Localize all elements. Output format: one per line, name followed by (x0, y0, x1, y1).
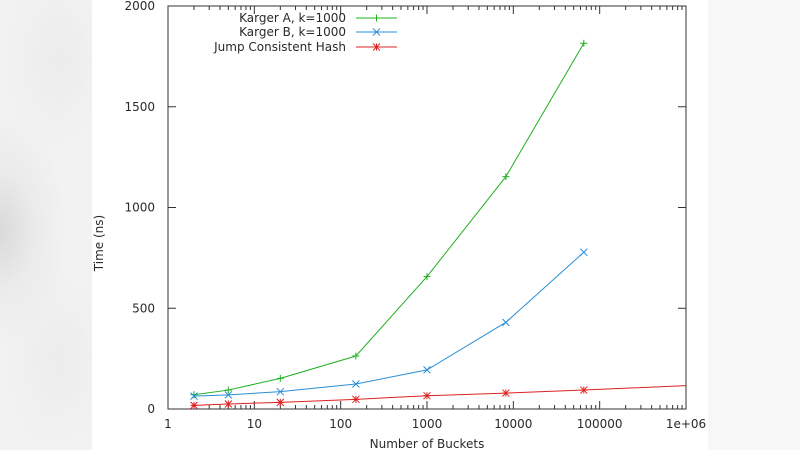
x-tick-label: 10000 (494, 417, 532, 431)
series-line (193, 43, 585, 396)
marker-stroke (352, 380, 360, 388)
x-tick-label: 1e+06 (666, 417, 706, 431)
data-point (423, 391, 431, 400)
series-line (193, 385, 687, 406)
data-point (352, 380, 360, 388)
marker-stroke (276, 398, 285, 407)
legend-marker (372, 28, 381, 36)
plot-frame (167, 5, 687, 410)
x-tick-label: 100000 (577, 417, 623, 431)
x-tick-label: 100 (329, 417, 352, 431)
legend-label: Karger A, k=1000 (239, 11, 346, 25)
data-point (580, 39, 588, 47)
y-axis-title: Time (ns) (92, 215, 106, 272)
series-layer (190, 39, 687, 410)
data-point (579, 386, 588, 394)
data-point (502, 389, 510, 397)
legend-item: Jump Consistent Hash (213, 40, 397, 54)
data-point (352, 352, 360, 360)
marker-stroke (276, 387, 285, 396)
data-point (423, 366, 431, 374)
legend-label: Karger B, k=1000 (239, 25, 346, 39)
data-point (190, 392, 198, 400)
marker-stroke (423, 366, 431, 374)
data-point (276, 387, 285, 396)
marker-stroke (372, 43, 381, 51)
marker-stroke (190, 401, 198, 410)
y-tick-label: 1500 (124, 100, 155, 114)
marker-stroke (502, 389, 510, 397)
legend-item: Karger B, k=1000 (239, 25, 397, 39)
y-tick-label: 500 (132, 301, 155, 315)
y-tick-label: 1000 (124, 201, 155, 215)
marker-stroke (352, 395, 360, 404)
marker-stroke (579, 248, 588, 257)
x-tick-label: 10 (247, 417, 262, 431)
marker-stroke (224, 400, 233, 408)
marker-stroke (372, 28, 381, 36)
data-point (276, 398, 285, 407)
marker-stroke (423, 391, 431, 400)
data-point (190, 401, 198, 410)
series-karger-b-k-1000 (190, 248, 588, 400)
data-point (224, 391, 233, 399)
series-line (193, 251, 585, 397)
marker-stroke (502, 318, 510, 327)
data-point (502, 318, 510, 327)
x-tick-label: 1 (164, 417, 172, 431)
series-karger-a-k-1000 (190, 39, 588, 399)
x-tick-label: 1000 (412, 417, 443, 431)
data-point (224, 386, 232, 394)
legend-item: Karger A, k=1000 (239, 11, 397, 25)
x-axis-ticks: 1 10 100 1000 10000 100000 1e+06 (164, 6, 706, 431)
data-point (224, 400, 233, 408)
marker-stroke (579, 386, 588, 394)
marker-stroke (190, 392, 198, 400)
legend-marker (373, 14, 380, 22)
x-axis-title: Number of Buckets (370, 437, 485, 450)
plot-border (167, 5, 687, 410)
data-point (423, 273, 431, 281)
legend-marker (372, 43, 381, 51)
y-tick-label: 0 (147, 402, 155, 416)
data-point (352, 395, 360, 404)
data-point (276, 374, 284, 382)
series-jump-consistent-hash (190, 385, 687, 410)
data-point (502, 173, 510, 181)
y-axis-ticks: 0 500 1000 1500 2000 (124, 0, 686, 416)
y-tick-label: 2000 (124, 0, 155, 13)
data-point (579, 248, 588, 257)
legend-label: Jump Consistent Hash (213, 40, 346, 54)
data-point (190, 391, 198, 399)
marker-stroke (224, 391, 233, 399)
